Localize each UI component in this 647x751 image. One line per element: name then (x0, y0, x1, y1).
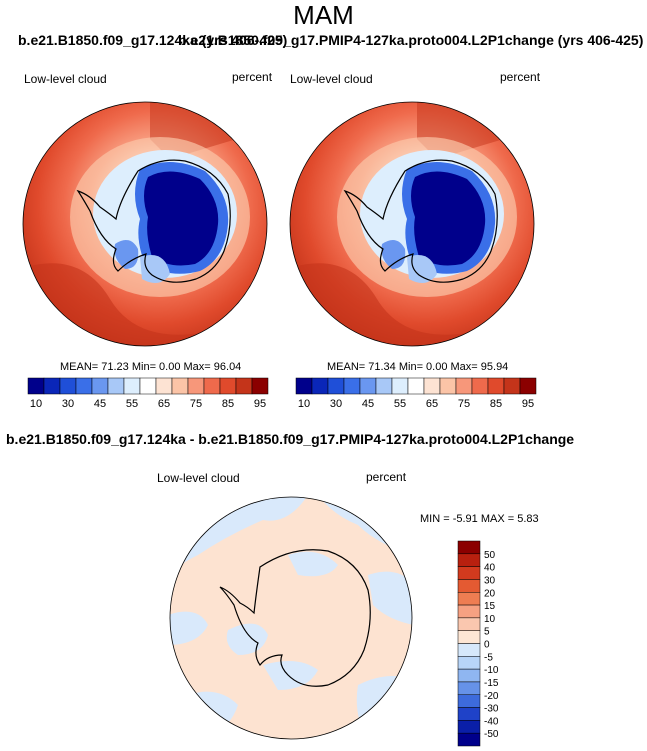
colorbar-swatch (343, 377, 361, 395)
colorbar-swatch (139, 377, 157, 395)
colorbar-swatch (171, 377, 189, 395)
panel2-units-label: percent (500, 70, 541, 84)
colorbar-tick-label: 45 (362, 398, 374, 410)
colorbar-swatch (457, 720, 481, 734)
colorbar-swatch (457, 566, 481, 580)
difference-variable-label: Low-level cloud (157, 471, 240, 485)
colorbar-tick-label: -50 (484, 729, 499, 740)
colorbar-swatch (457, 707, 481, 721)
colorbar-tick-label: -40 (484, 716, 499, 727)
colorbar-swatch (457, 553, 481, 567)
colorbar-tick-label: -5 (484, 652, 493, 663)
colorbar-tick-label: 95 (522, 398, 534, 410)
colorbar-tick-label: 85 (490, 398, 502, 410)
colorbar-tick-label: 15 (484, 601, 496, 612)
colorbar-swatch (519, 377, 537, 395)
colorbar-tick-label: 85 (222, 398, 234, 410)
colorbar-swatch (457, 617, 481, 631)
colorbar-tick-label: 10 (484, 614, 496, 625)
colorbar-tick-label: 30 (484, 575, 496, 586)
colorbar-swatch (457, 604, 481, 619)
colorbar-swatch (235, 377, 253, 395)
colorbar-swatch (457, 592, 481, 606)
panel2-polar-map (289, 101, 535, 347)
colorbar-swatch (123, 377, 141, 395)
colorbar-tick-label: 55 (394, 398, 406, 410)
colorbar-swatch (27, 377, 45, 395)
panel2-variable-label: Low-level cloud (290, 72, 373, 86)
colorbar-swatch (457, 681, 481, 695)
colorbar-swatch (503, 377, 521, 395)
colorbar-tick-label: 40 (484, 563, 496, 574)
colorbar-tick-label: 10 (30, 398, 42, 410)
colorbar-swatch (219, 377, 237, 395)
difference-minmax: MIN = -5.91 MAX = 5.83 (420, 513, 539, 525)
left-run-title: b.e21.B1850.f09_g17.124ka (yrs 406-425) (18, 32, 288, 48)
colorbar-swatch (75, 377, 93, 395)
colorbar-tick-label: 45 (94, 398, 106, 410)
difference-polar-map (169, 496, 413, 740)
panel2-stats: MEAN= 71.34 Min= 0.00 Max= 95.94 (327, 361, 509, 373)
colorbar-swatch (375, 377, 393, 395)
colorbar-swatch (457, 630, 481, 644)
colorbar-tick-label: 20 (484, 588, 496, 599)
colorbar-swatch (91, 377, 109, 395)
season-title: MAM (293, 0, 354, 30)
colorbar-swatch (439, 377, 457, 395)
difference-title: b.e21.B1850.f09_g17.124ka - b.e21.B1850.… (6, 431, 575, 447)
panel1-stats: MEAN= 71.23 Min= 0.00 Max= 96.04 (60, 361, 242, 373)
colorbar-swatch (457, 732, 481, 747)
colorbar-tick-label: 65 (426, 398, 438, 410)
colorbar-swatch (43, 377, 61, 395)
colorbar-swatch (59, 377, 77, 395)
colorbar-swatch (457, 668, 481, 683)
colorbar-swatch (471, 377, 489, 395)
colorbar-swatch (457, 656, 481, 670)
colorbar-tick-label: 30 (330, 398, 342, 410)
colorbar-swatch (155, 377, 173, 395)
colorbar-swatch (455, 377, 473, 395)
colorbar-swatch (311, 377, 329, 395)
colorbar-tick-label: 0 (484, 640, 490, 651)
panel2-colorbar: 10 30 45 55 65 75 85 95 (295, 377, 537, 410)
colorbar-tick-label: -20 (484, 691, 499, 702)
colorbar-tick-label: 5 (484, 627, 490, 638)
colorbar-swatch (107, 377, 125, 395)
colorbar-tick-label: 65 (158, 398, 170, 410)
colorbar-tick-label: 75 (190, 398, 202, 410)
panel1-polar-map (22, 101, 268, 347)
colorbar-tick-label: -30 (484, 704, 499, 715)
colorbar-swatch (423, 377, 441, 395)
colorbar-tick-label: 55 (126, 398, 138, 410)
colorbar-tick-label: 75 (458, 398, 470, 410)
right-run-title: b.e21.B1850.f09_g17.PMIP4-127ka.proto004… (178, 32, 644, 48)
colorbar-swatch (391, 377, 409, 395)
colorbar-swatch (251, 377, 269, 395)
colorbar-swatch (327, 377, 345, 395)
colorbar-swatch (457, 694, 481, 708)
panel1-units-label: percent (232, 70, 273, 84)
colorbar-tick-label: 10 (298, 398, 310, 410)
difference-units-label: percent (366, 470, 407, 484)
colorbar-swatch (295, 377, 313, 395)
colorbar-tick-label: -10 (484, 665, 499, 676)
colorbar-tick-label: 95 (254, 398, 266, 410)
panel1-colorbar: 10 30 45 55 65 75 85 95 (27, 377, 269, 410)
colorbar-swatch (487, 377, 505, 395)
colorbar-swatch (203, 377, 221, 395)
colorbar-tick-label: 50 (484, 550, 496, 561)
colorbar-swatch (457, 540, 481, 555)
colorbar-swatch (187, 377, 205, 395)
panel1-variable-label: Low-level cloud (24, 72, 107, 86)
colorbar-tick-label: 30 (62, 398, 74, 410)
colorbar-swatch (407, 377, 425, 395)
colorbar-swatch (457, 643, 481, 657)
colorbar-tick-label: -15 (484, 678, 499, 689)
colorbar-swatch (457, 579, 481, 593)
colorbar-swatch (359, 377, 377, 395)
